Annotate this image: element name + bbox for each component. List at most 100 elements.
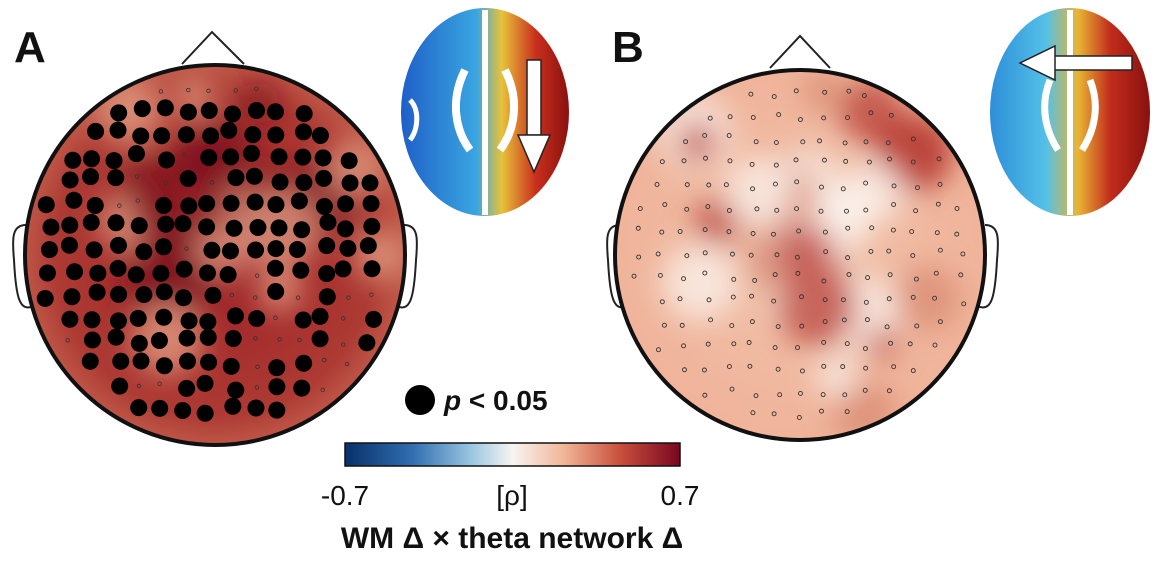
electrode-significant xyxy=(244,126,261,143)
electrode-significant xyxy=(110,286,127,303)
colorbar-min: -0.7 xyxy=(321,480,369,511)
electrode-significant xyxy=(133,353,150,370)
electrode-significant xyxy=(204,287,221,304)
electrode-significant xyxy=(198,218,215,235)
electrode-significant xyxy=(268,402,285,419)
map-blob xyxy=(662,245,738,321)
electrode-significant xyxy=(341,152,358,169)
electrode-significant xyxy=(267,260,284,277)
electrode-significant xyxy=(222,242,239,259)
electrode-significant xyxy=(225,330,242,347)
electrode-significant xyxy=(197,375,214,392)
brain-inset-a xyxy=(401,8,569,216)
electrode-significant xyxy=(271,148,288,165)
electrode-significant xyxy=(295,123,312,140)
electrode-significant xyxy=(157,216,174,233)
electrode-significant xyxy=(61,217,78,234)
electrode-significant xyxy=(223,358,240,375)
head-b xyxy=(607,36,998,444)
electrode-significant xyxy=(41,241,58,258)
electrode-significant xyxy=(151,332,168,349)
electrode-significant xyxy=(135,243,152,260)
legend: p < 0.05 xyxy=(405,385,548,416)
electrode-significant xyxy=(152,265,169,282)
electrode-significant xyxy=(176,261,193,278)
electrode-significant xyxy=(197,405,214,422)
legend-text: p < 0.05 xyxy=(443,385,548,416)
electrode-significant xyxy=(296,105,313,122)
electrode-significant xyxy=(61,237,78,254)
electrode-significant xyxy=(319,288,336,305)
electrode-significant xyxy=(270,219,287,236)
electrode-significant xyxy=(198,195,215,212)
panel-label: A xyxy=(14,23,46,72)
electrode-significant xyxy=(65,192,82,209)
electrode-significant xyxy=(315,170,332,187)
electrode-significant xyxy=(83,311,100,328)
electrode-significant xyxy=(291,193,308,210)
electrode-significant xyxy=(130,399,147,416)
colorbar-scale xyxy=(345,443,680,466)
electrode-significant xyxy=(363,195,380,212)
electrode-significant xyxy=(38,196,55,213)
electrode-significant xyxy=(220,122,237,139)
electrode-significant xyxy=(267,103,284,120)
electrode-significant xyxy=(132,128,149,145)
colorbar-title: WM Δ × theta network Δ xyxy=(341,522,683,555)
electrode-significant xyxy=(223,195,240,212)
map-blob xyxy=(725,157,794,226)
electrode-significant xyxy=(318,265,335,282)
electrode-significant xyxy=(267,283,284,300)
colorbar-max: 0.7 xyxy=(661,480,700,511)
electrode-significant xyxy=(64,152,81,169)
electrode-significant xyxy=(315,149,332,166)
map-blob xyxy=(895,266,961,332)
electrode-significant xyxy=(37,290,54,307)
electrode-significant xyxy=(110,237,127,254)
electrode-significant xyxy=(178,380,195,397)
electrode-significant xyxy=(227,307,244,324)
electrode-significant xyxy=(180,197,197,214)
electrode-significant xyxy=(110,122,127,139)
electrode-significant xyxy=(246,168,263,185)
electrode-significant xyxy=(363,218,380,235)
electrode-significant xyxy=(180,104,197,121)
electrode-significant xyxy=(200,354,217,371)
electrode-significant xyxy=(203,242,220,259)
electrode-significant xyxy=(174,215,191,232)
electrode-significant xyxy=(201,102,218,119)
electrode-significant xyxy=(358,334,375,351)
electrode-significant xyxy=(224,105,241,122)
electrode-significant xyxy=(267,126,284,143)
electrode-significant xyxy=(227,382,244,399)
electrode-significant xyxy=(134,100,151,117)
electrode-significant xyxy=(87,123,104,140)
electrode-significant xyxy=(107,169,124,186)
electrode-significant xyxy=(156,357,173,374)
electrode-significant xyxy=(202,127,219,144)
electrode-significant xyxy=(131,335,148,352)
electrode-significant xyxy=(130,310,147,327)
electrode-significant xyxy=(249,219,266,236)
electrode-significant xyxy=(178,126,195,143)
electrode-significant xyxy=(112,353,129,370)
electrode-significant xyxy=(365,311,382,328)
electrode-significant xyxy=(293,380,310,397)
legend-marker xyxy=(405,385,435,415)
electrode-significant xyxy=(295,355,312,372)
electrode-significant xyxy=(153,127,170,144)
electrode-significant xyxy=(339,240,356,257)
electrode-significant xyxy=(179,353,196,370)
map-blob xyxy=(866,327,898,359)
electrode-significant xyxy=(360,237,377,254)
electrode-significant xyxy=(243,145,260,162)
electrode-significant xyxy=(267,196,284,213)
electrode-significant xyxy=(295,311,312,328)
legend-rest: < 0.05 xyxy=(469,385,548,416)
electrode-significant xyxy=(361,174,378,191)
electrode-significant xyxy=(42,219,59,236)
electrode-significant xyxy=(200,149,217,166)
electrode-significant xyxy=(335,260,352,277)
electrode-significant xyxy=(337,220,354,237)
electrode-significant xyxy=(108,214,125,231)
